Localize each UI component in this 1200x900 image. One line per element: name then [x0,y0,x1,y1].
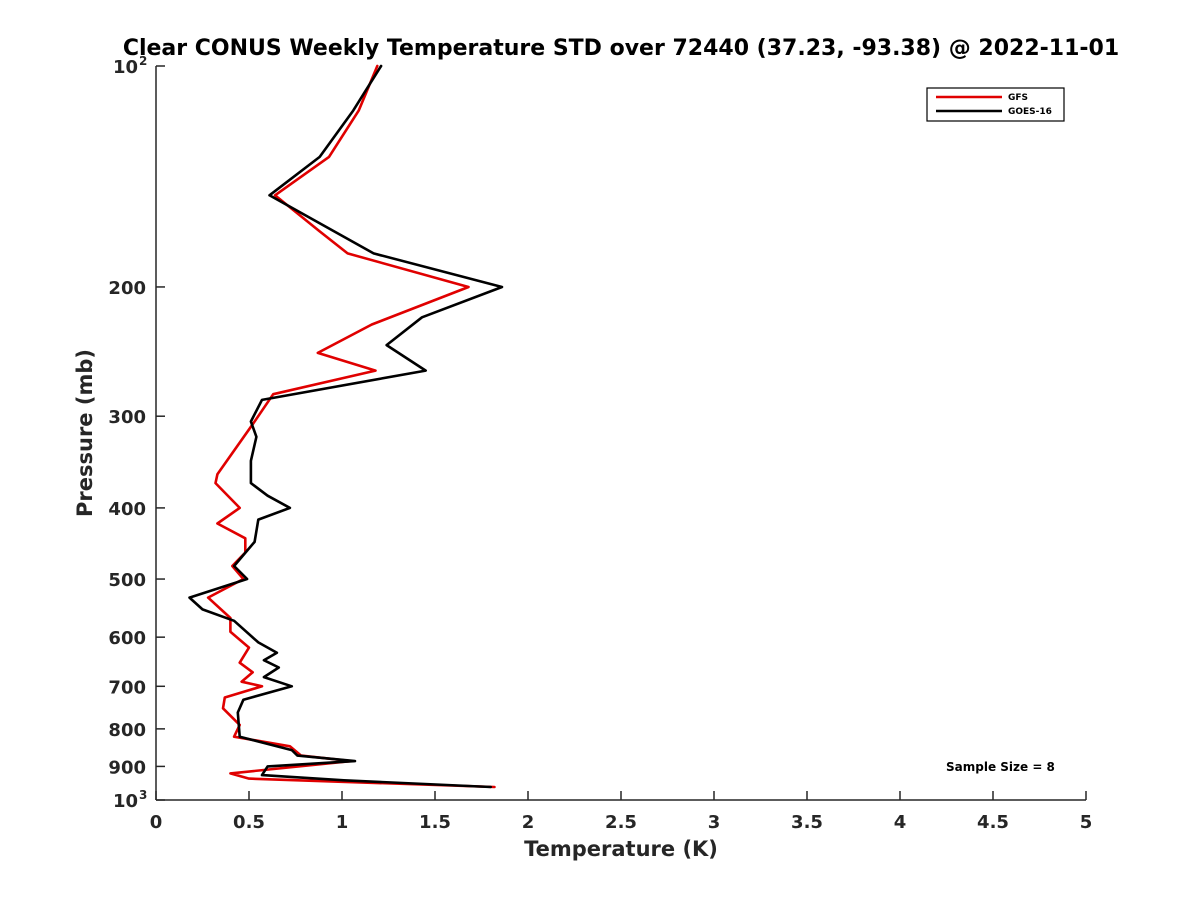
y-tick-label: 200 [108,278,146,299]
x-tick-label: 0.5 [233,812,265,833]
y-tick-label: 800 [108,720,146,741]
y-tick-exponent: 2 [139,54,147,68]
legend-label-gfs: GFS [1008,93,1028,103]
y-tick-label: 600 [108,628,146,649]
x-tick-label: 2.5 [605,812,637,833]
y-tick-exponent: 3 [139,788,147,802]
legend: GFS GOES-16 [926,87,1065,122]
x-ticks: 0 0.5 1 1.5 2 2.5 3 3.5 4 4.5 5 [150,791,1093,833]
sample-size-annotation: Sample Size = 8 [946,760,1055,774]
y-tick-label: 500 [108,570,146,591]
x-tick-label: 1 [336,812,349,833]
x-tick-label: 1.5 [419,812,451,833]
y-tick-label: 10 [113,57,138,78]
y-tick-label: 900 [108,757,146,778]
legend-box [926,87,1065,122]
x-tick-label: 2 [522,812,535,833]
y-axis-label: Pressure (mb) [73,349,97,517]
series-line-gfs [206,64,496,789]
chart-title: Clear CONUS Weekly Temperature STD over … [123,36,1119,61]
x-axis-label: Temperature (K) [524,837,718,861]
legend-label-goes-16: GOES-16 [1008,107,1052,117]
x-tick-label: 5 [1080,812,1093,833]
x-tick-label: 3.5 [791,812,823,833]
x-tick-label: 4 [894,812,907,833]
y-tick-label: 300 [108,407,146,428]
series-line-goes-16 [188,64,504,789]
y-tick-label: 10 [113,791,138,812]
y-tick-label: 700 [108,677,146,698]
series-layer [188,64,504,789]
x-tick-label: 3 [708,812,721,833]
y-tick-label: 400 [108,499,146,520]
x-tick-label: 0 [150,812,163,833]
x-tick-label: 4.5 [977,812,1009,833]
